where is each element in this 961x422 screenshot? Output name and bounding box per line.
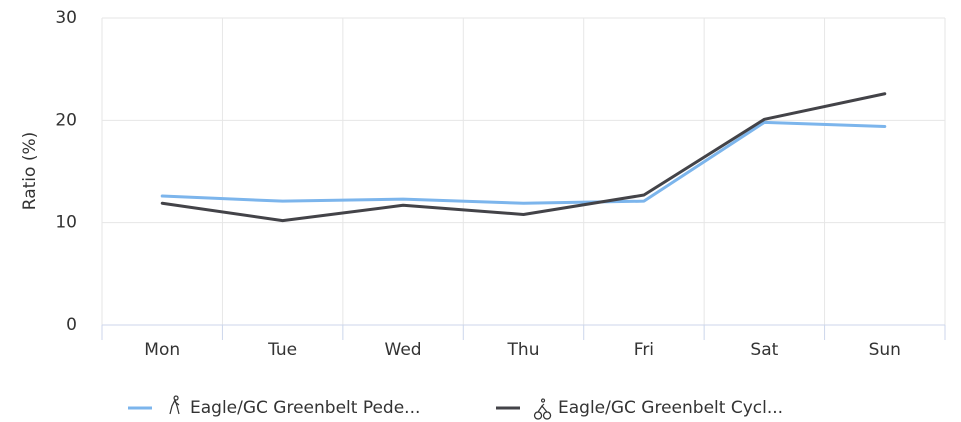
legend-label: Eagle/GC Greenbelt Cycl... [558, 398, 783, 418]
y-tick-label: 30 [55, 8, 77, 28]
x-tick-label: Sun [869, 340, 901, 360]
x-tick-label: Fri [634, 340, 654, 360]
y-tick-label: 0 [66, 315, 77, 335]
series-line [160, 92, 887, 223]
legend-icon [169, 395, 180, 415]
y-tick-label: 10 [55, 213, 77, 233]
series-line [160, 120, 887, 205]
x-tick-label: Mon [144, 340, 180, 360]
x-tick-label: Tue [267, 340, 297, 360]
x-tick-label: Sat [750, 340, 778, 360]
legend-icon [533, 398, 552, 420]
x-tick-label: Thu [507, 340, 540, 360]
y-axis-title: Ratio (%) [20, 132, 40, 210]
legend-label: Eagle/GC Greenbelt Pede... [190, 398, 420, 418]
x-tick-label: Wed [385, 340, 422, 360]
y-tick-label: 20 [55, 110, 77, 130]
